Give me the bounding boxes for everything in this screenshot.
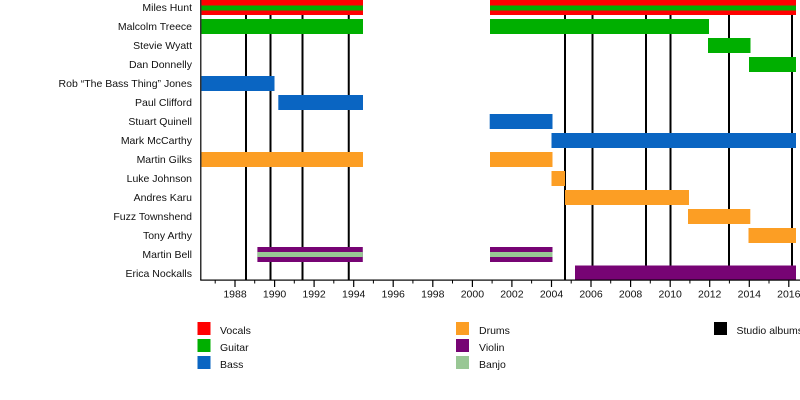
- svg-text:Tony Arthy: Tony Arthy: [143, 230, 193, 242]
- svg-text:2010: 2010: [659, 289, 683, 301]
- svg-text:Miles Hunt: Miles Hunt: [142, 2, 192, 14]
- svg-text:1990: 1990: [263, 289, 287, 301]
- svg-text:Luke Johnson: Luke Johnson: [127, 173, 193, 185]
- svg-text:Bass: Bass: [220, 359, 243, 371]
- svg-text:Violin: Violin: [479, 342, 505, 354]
- svg-text:Rob “The Bass Thing” Jones: Rob “The Bass Thing” Jones: [59, 78, 192, 90]
- svg-text:2000: 2000: [461, 289, 485, 301]
- svg-text:Malcolm Treece: Malcolm Treece: [118, 21, 192, 33]
- svg-text:Guitar: Guitar: [220, 342, 249, 354]
- svg-text:Andres Karu: Andres Karu: [134, 192, 193, 204]
- svg-text:2014: 2014: [738, 289, 762, 301]
- svg-text:Martin Bell: Martin Bell: [142, 249, 192, 261]
- svg-text:2006: 2006: [579, 289, 603, 301]
- svg-text:Drums: Drums: [479, 325, 510, 337]
- svg-text:1996: 1996: [382, 289, 406, 301]
- svg-text:Studio albums: Studio albums: [737, 325, 800, 337]
- svg-text:2008: 2008: [619, 289, 643, 301]
- svg-text:Vocals: Vocals: [220, 325, 251, 337]
- svg-text:1988: 1988: [223, 289, 247, 301]
- svg-text:1994: 1994: [342, 289, 366, 301]
- svg-text:Fuzz Townshend: Fuzz Townshend: [113, 211, 192, 223]
- svg-text:2004: 2004: [540, 289, 564, 301]
- svg-text:Stuart Quinell: Stuart Quinell: [128, 116, 192, 128]
- svg-text:Martin Gilks: Martin Gilks: [137, 154, 192, 166]
- svg-text:2016: 2016: [777, 289, 800, 301]
- svg-text:Mark McCarthy: Mark McCarthy: [121, 135, 193, 147]
- svg-text:Dan Donnelly: Dan Donnelly: [129, 59, 193, 71]
- svg-text:Stevie Wyatt: Stevie Wyatt: [133, 40, 192, 52]
- svg-text:Paul Clifford: Paul Clifford: [135, 97, 192, 109]
- svg-text:1992: 1992: [302, 289, 326, 301]
- svg-text:Erica Nockalls: Erica Nockalls: [125, 268, 192, 280]
- svg-text:1998: 1998: [421, 289, 445, 301]
- svg-text:2002: 2002: [500, 289, 524, 301]
- svg-text:2012: 2012: [698, 289, 722, 301]
- svg-text:Banjo: Banjo: [479, 359, 506, 371]
